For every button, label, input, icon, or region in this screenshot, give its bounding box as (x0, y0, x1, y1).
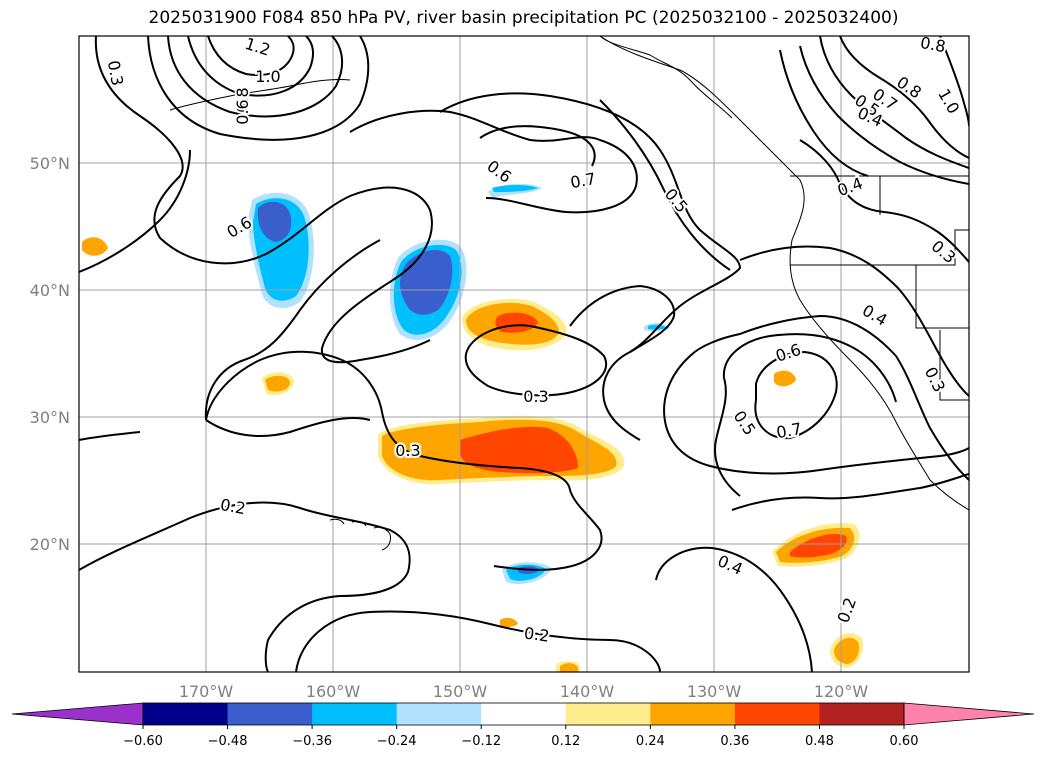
map-title: 2025031900 F084 850 hPa PV, river basin … (148, 8, 899, 28)
colorbar: −0.60 −0.48 −0.36 −0.24 −0.12 0.12 0.24 0.36 0.4… (11, 702, 1035, 749)
lat-tick-label: 40°N (30, 281, 70, 300)
lat-tick-label: 50°N (30, 154, 70, 173)
lon-tick-label: 140°W (560, 682, 615, 701)
lat-tick-label: 30°N (30, 408, 70, 427)
colorbar-segment (734, 703, 820, 725)
neg-region-small (492, 185, 538, 192)
pos-region-small (560, 663, 578, 672)
contour-label: 0.7 (569, 169, 597, 192)
colorbar-segment (565, 703, 651, 725)
precip-shading (82, 183, 864, 672)
colorbar-tick-label: 0.12 (551, 734, 580, 749)
neg-region-153w (400, 250, 453, 315)
lon-tick-label: 130°W (687, 682, 742, 701)
contour-label: 1.0 (255, 67, 280, 86)
contour-label: 0.6 (233, 99, 252, 124)
lon-tick-label: 170°W (179, 682, 234, 701)
colorbar-extend-high (903, 702, 1035, 726)
colorbar-segment (481, 703, 567, 725)
contour-label: 0.3 (523, 387, 548, 406)
pos-region-small (500, 617, 518, 628)
colorbar-segment (143, 703, 229, 725)
contour-label: 0.3 (395, 441, 420, 460)
colorbar-tick-label: −0.24 (377, 734, 417, 749)
colorbar-segment (312, 703, 398, 725)
lon-tick-label: 160°W (306, 682, 361, 701)
gridlines (79, 36, 969, 672)
colorbar-tick-label: 0.60 (890, 734, 919, 749)
colorbar-extend-low (11, 702, 144, 726)
colorbar-segment (650, 703, 736, 725)
pv-contours (79, 36, 969, 672)
colorbar-segment (227, 703, 313, 725)
lat-tick-label: 20°N (30, 535, 70, 554)
lon-tick-label: 150°W (433, 682, 488, 701)
colorbar-frame (142, 702, 905, 726)
colorbar-tick-label: 0.24 (636, 734, 665, 749)
colorbar-tick-label: 0.48 (805, 734, 834, 749)
colorbar-segment (819, 703, 905, 725)
pos-region-small (265, 375, 290, 392)
pos-region-small (82, 237, 108, 256)
latitude-axis: 50°N 40°N 30°N 20°N (30, 154, 70, 554)
contour-label: 0.2 (523, 623, 551, 645)
contour-label: 0.8 (233, 87, 252, 112)
colorbar-tick-label: −0.48 (208, 734, 248, 749)
neg-region-165w (257, 201, 292, 242)
colorbar-tick-label: −0.12 (461, 734, 501, 749)
contour-labels: 1.2 1.0 0.8 0.6 0.3 0.6 0.7 0.5 0.6 0.3 … (102, 31, 966, 648)
lon-tick-label: 120°W (814, 682, 869, 701)
pos-region-37n (495, 312, 538, 333)
pos-region-20n (790, 533, 847, 558)
colorbar-tick-label: −0.60 (123, 734, 163, 749)
pos-region-central (460, 426, 578, 474)
pos-region-small (834, 637, 860, 664)
map-frame (78, 35, 970, 673)
pos-region-small (774, 370, 796, 387)
colorbar-tick-label: 0.36 (720, 734, 749, 749)
longitude-axis: 170°W 160°W 150°W 140°W 130°W 120°W (179, 682, 869, 701)
colorbar-segment (396, 703, 482, 725)
colorbar-tick-label: −0.36 (292, 734, 332, 749)
